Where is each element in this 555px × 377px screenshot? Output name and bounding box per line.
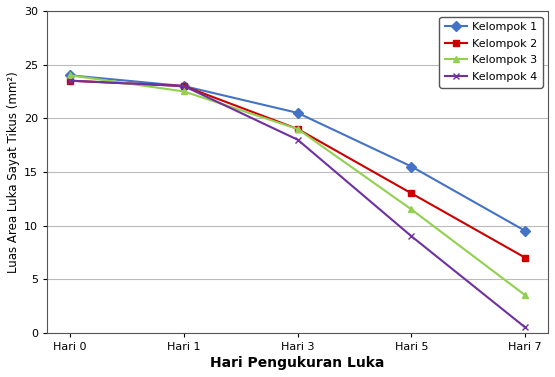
Y-axis label: Luas Area Luka Sayat Tikus (mm²): Luas Area Luka Sayat Tikus (mm²) — [7, 71, 20, 273]
Kelompok 2 — [67, 78, 73, 83]
Line: Kelompok 3: Kelompok 3 — [67, 72, 529, 299]
Kelompok 4 — [67, 78, 73, 83]
Kelompok 4 — [294, 138, 301, 142]
Kelompok 1 — [294, 110, 301, 115]
Kelompok 2 — [408, 191, 415, 196]
Line: Kelompok 4: Kelompok 4 — [67, 77, 529, 331]
Kelompok 4 — [522, 325, 528, 330]
Kelompok 1 — [522, 229, 528, 233]
X-axis label: Hari Pengukuran Luka: Hari Pengukuran Luka — [210, 356, 385, 370]
Legend: Kelompok 1, Kelompok 2, Kelompok 3, Kelompok 4: Kelompok 1, Kelompok 2, Kelompok 3, Kelo… — [440, 17, 542, 87]
Line: Kelompok 2: Kelompok 2 — [67, 77, 529, 261]
Kelompok 3 — [67, 73, 73, 78]
Kelompok 1 — [180, 84, 187, 88]
Kelompok 3 — [408, 207, 415, 212]
Kelompok 3 — [180, 89, 187, 94]
Kelompok 3 — [294, 127, 301, 131]
Kelompok 3 — [522, 293, 528, 297]
Kelompok 1 — [408, 164, 415, 169]
Kelompok 2 — [522, 256, 528, 260]
Kelompok 1 — [67, 73, 73, 78]
Kelompok 2 — [294, 127, 301, 131]
Line: Kelompok 1: Kelompok 1 — [67, 72, 529, 234]
Kelompok 2 — [180, 84, 187, 88]
Kelompok 4 — [408, 234, 415, 239]
Kelompok 4 — [180, 84, 187, 88]
